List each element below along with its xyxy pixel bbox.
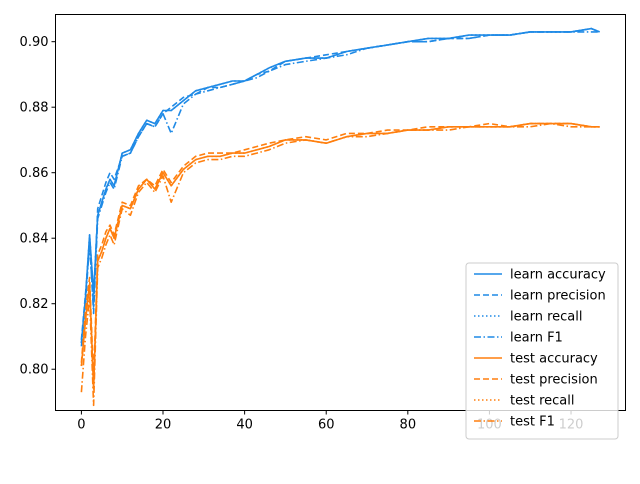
y-axis: 0.80 0.82 0.84 0.86 0.88 0.90	[20, 35, 56, 378]
y-tick-label: 0.86	[20, 166, 49, 181]
y-tick-label: 0.80	[20, 363, 49, 378]
plot-frame	[55, 14, 626, 411]
legend-label: learn F1	[510, 331, 563, 346]
series-line-2	[80, 27, 600, 344]
legend-box	[465, 262, 619, 440]
series-line-6	[80, 122, 600, 390]
legend-label: learn accuracy	[510, 268, 606, 283]
legend-label: test recall	[510, 394, 575, 409]
y-tick-label: 0.82	[20, 297, 49, 312]
y-tick-label: 0.90	[20, 35, 49, 50]
series-line-5	[80, 122, 600, 380]
y-tick-label: 0.84	[20, 232, 49, 247]
legend-label: learn precision	[510, 289, 606, 304]
y-tick-label: 0.88	[20, 101, 49, 116]
legend-label: test precision	[510, 373, 598, 388]
x-tick-label: 80	[400, 418, 417, 433]
x-tick-label: 40	[236, 418, 253, 433]
x-tick-label: 60	[318, 418, 335, 433]
legend-label: learn recall	[510, 310, 582, 325]
series-line-3	[80, 31, 600, 347]
legend-label: test F1	[510, 415, 555, 430]
x-tick-label: 0	[77, 418, 85, 433]
legend-label: test accuracy	[510, 352, 598, 367]
x-tick-label: 20	[155, 418, 172, 433]
legend: learn accuracy learn precision learn recal…	[465, 262, 619, 440]
series-layer	[80, 27, 600, 407]
